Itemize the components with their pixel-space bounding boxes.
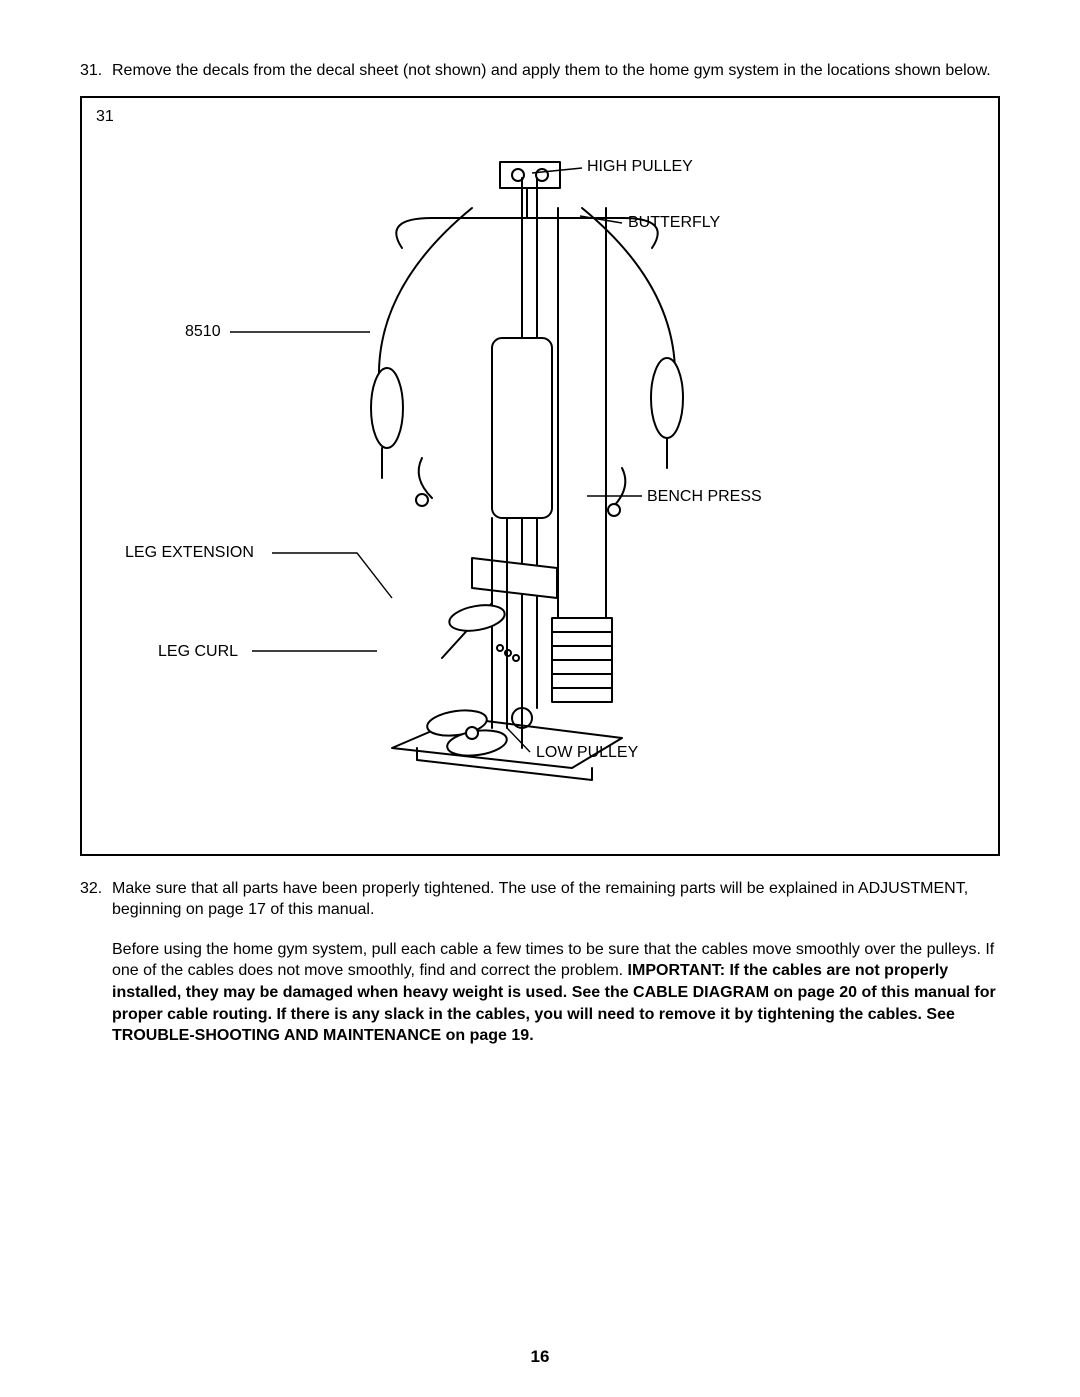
step-32: 32. Make sure that all parts have been p…	[80, 878, 1000, 921]
label-butterfly: BUTTERFLY	[628, 214, 720, 232]
diagram-box: 31	[80, 96, 1000, 856]
label-low-pulley: LOW PULLEY	[536, 744, 638, 762]
label-high-pulley: HIGH PULLEY	[587, 158, 693, 176]
step-31-text: Remove the decals from the decal sheet (…	[112, 60, 1000, 82]
step-32-text-a: Make sure that all parts have been prope…	[112, 878, 1000, 921]
label-bench-press: BENCH PRESS	[647, 488, 762, 506]
page-content: 31. Remove the decals from the decal she…	[0, 0, 1080, 1087]
step-32-number: 32.	[80, 878, 112, 921]
step-31-number: 31.	[80, 60, 112, 82]
page-number: 16	[0, 1347, 1080, 1367]
label-leg-curl: LEG CURL	[158, 643, 238, 661]
label-leg-extension: LEG EXTENSION	[125, 544, 254, 562]
step-32-paragraph-b: Before using the home gym system, pull e…	[112, 939, 1000, 1047]
label-model-8510: 8510	[185, 323, 221, 341]
step-31: 31. Remove the decals from the decal she…	[80, 60, 1000, 82]
